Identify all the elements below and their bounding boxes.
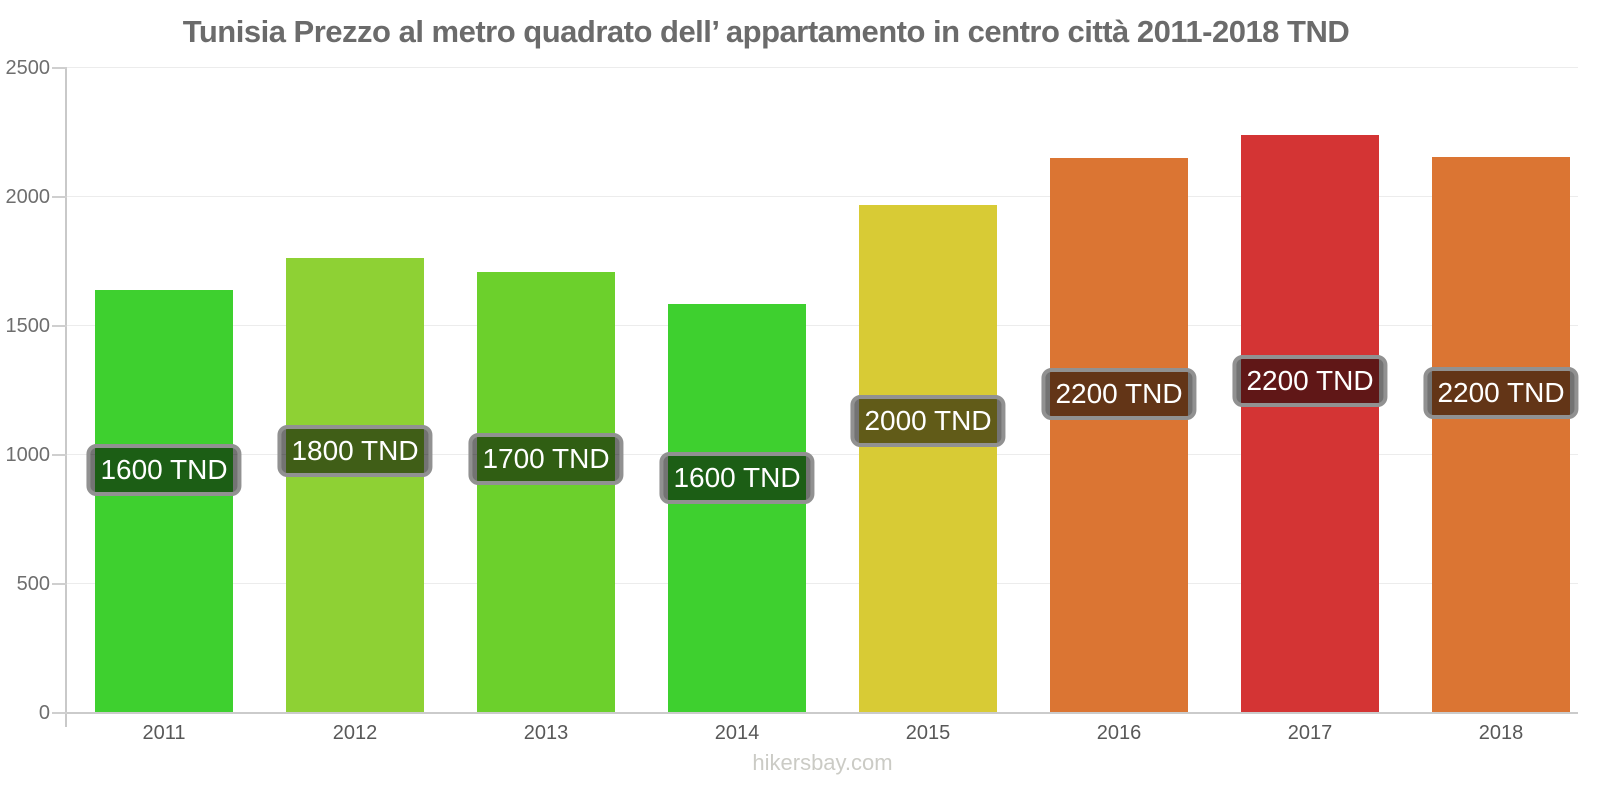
chart-title: Tunisia Prezzo al metro quadrato dell’ a… — [182, 14, 1350, 49]
y-axis-tick-500 — [52, 583, 67, 585]
y-tick-label-2000: 2000 — [5, 186, 51, 208]
x-tick-label-2014: 2014 — [714, 722, 760, 744]
plot-area: 1600 TND 1800 TND 1700 TND 1600 TND 2000 TND… — [67, 67, 1579, 713]
x-axis-line — [67, 712, 1578, 714]
y-axis-tick-1000 — [52, 454, 67, 456]
bar-2017[interactable]: 2200 TND — [1232, 135, 1388, 713]
y-axis-tick-2000 — [52, 196, 67, 198]
gridline-1000 — [67, 454, 1578, 455]
bar-2012[interactable]: 1800 TND — [277, 258, 433, 713]
bar-2018[interactable]: 2200 TND — [1423, 157, 1579, 713]
bar-value-label-2012: 1800 TND — [277, 425, 433, 477]
x-tick-label-2011: 2011 — [142, 722, 186, 744]
y-tick-label-500: 500 — [16, 573, 50, 595]
x-tick-label-2016: 2016 — [1096, 722, 1142, 744]
y-axis-tick-0 — [52, 712, 67, 714]
y-tick-label-2500: 2500 — [5, 57, 51, 79]
x-tick-label-2013: 2013 — [523, 722, 569, 744]
bar-2015[interactable]: 2000 TND — [850, 205, 1006, 713]
bar-2014[interactable]: 1600 TND — [659, 304, 815, 713]
y-tick-label-1500: 1500 — [5, 315, 51, 337]
x-tick-label-2012: 2012 — [332, 722, 378, 744]
x-tick-label-2017: 2017 — [1287, 722, 1333, 744]
bar-value-label-2018: 2200 TND — [1423, 367, 1579, 419]
bar-value-label-2014: 1600 TND — [659, 452, 815, 504]
y-tick-label-0: 0 — [38, 702, 50, 724]
y-tick-label-1000: 1000 — [5, 444, 51, 466]
gridline-1500 — [67, 325, 1578, 326]
bar-value-label-2013: 1700 TND — [468, 433, 624, 485]
bar-value-label-2015: 2000 TND — [850, 395, 1006, 447]
bar-value-label-2017: 2200 TND — [1232, 355, 1388, 407]
footer-watermark: hikersbay.com — [752, 750, 893, 775]
bar-value-label-2016: 2200 TND — [1041, 368, 1197, 420]
x-tick-label-2018: 2018 — [1478, 722, 1524, 744]
x-tick-label-2015: 2015 — [905, 722, 951, 744]
bar-value-label-2011: 1600 TND — [86, 444, 242, 496]
gridline-500 — [67, 583, 1578, 584]
y-axis-tick-1500 — [52, 325, 67, 327]
bar-2013[interactable]: 1700 TND — [468, 272, 624, 713]
gridline-2500 — [67, 67, 1578, 68]
bar-2016[interactable]: 2200 TND — [1041, 158, 1197, 713]
y-axis-line — [65, 68, 67, 727]
gridline-2000 — [67, 196, 1578, 197]
y-axis-tick-2500 — [52, 67, 67, 69]
bar-2011[interactable]: 1600 TND — [86, 290, 242, 713]
